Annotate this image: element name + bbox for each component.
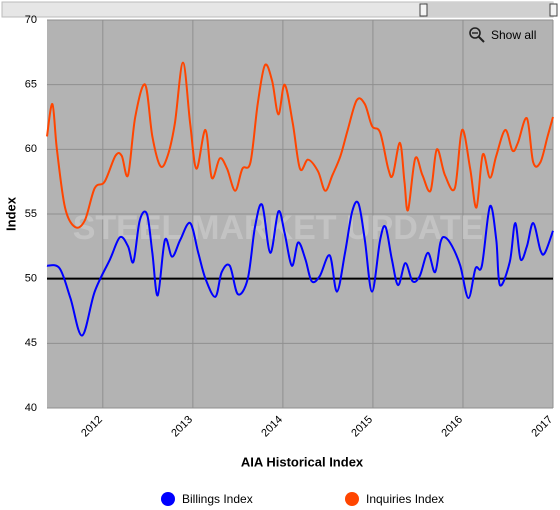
y-tick-label: 40 [25, 402, 37, 414]
button-label[interactable]: Show all [491, 28, 536, 42]
show-all-button[interactable]: Show all [469, 27, 536, 43]
legend-marker [345, 492, 359, 506]
zoom-icon [478, 36, 485, 43]
y-axis-label: Index [3, 196, 18, 231]
y-tick-label: 65 [25, 79, 37, 91]
legend-label: Billings Index [182, 492, 253, 506]
navigator-handle[interactable] [419, 3, 428, 17]
zoom-icon [469, 27, 481, 39]
legend-label: Inquiries Index [366, 492, 444, 506]
y-tick-label: 70 [25, 14, 37, 26]
y-tick-label: 55 [25, 208, 37, 220]
y-tick-label: 50 [25, 273, 37, 285]
y-tick-label: 60 [25, 143, 37, 155]
navigator-window[interactable] [424, 2, 553, 17]
x-axis-label: AIA Historical Index [241, 454, 364, 469]
series-line [46, 61, 554, 229]
series-line [46, 200, 554, 337]
y-tick-label: 45 [25, 337, 37, 349]
legend-marker [161, 492, 175, 506]
navigator-handle[interactable] [549, 3, 558, 17]
